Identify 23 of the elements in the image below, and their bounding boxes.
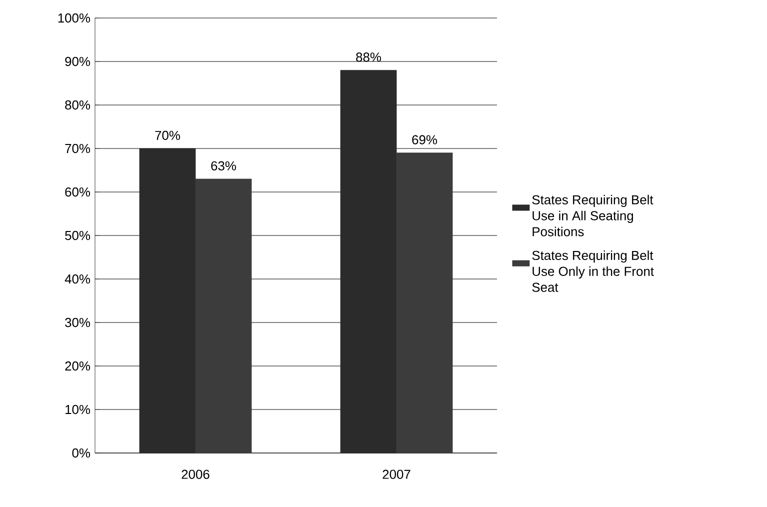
legend-label: States Requiring Belt Use in All Seating Positions [532, 194, 654, 236]
data-label: 69% [412, 135, 438, 144]
data-label: 88% [356, 52, 382, 62]
bar [195, 178, 252, 454]
y-tick-label: 100% [58, 13, 90, 23]
y-tick-label: 60% [65, 187, 90, 197]
y-tick-label: 90% [65, 56, 90, 66]
y-tick-label: 50% [65, 230, 90, 240]
x-tick-label: 2006 [182, 470, 210, 479]
bar [340, 70, 397, 454]
y-tick-label: 80% [65, 100, 90, 110]
y-tick-label: 0% [72, 448, 90, 458]
legend-label: States Requiring Belt Use Only in the Front Seat [532, 250, 654, 292]
y-tick-label: 70% [65, 144, 90, 154]
data-label: 70% [155, 130, 180, 140]
y-tick-label: 30% [65, 318, 90, 328]
data-label: 63% [211, 161, 236, 170]
y-tick-label: 40% [64, 274, 90, 284]
x-tick-label: 2007 [382, 470, 410, 479]
y-tick-label: 20% [65, 361, 90, 371]
bar [396, 152, 453, 454]
y-tick-label: 10% [66, 404, 90, 414]
bar [139, 148, 196, 454]
